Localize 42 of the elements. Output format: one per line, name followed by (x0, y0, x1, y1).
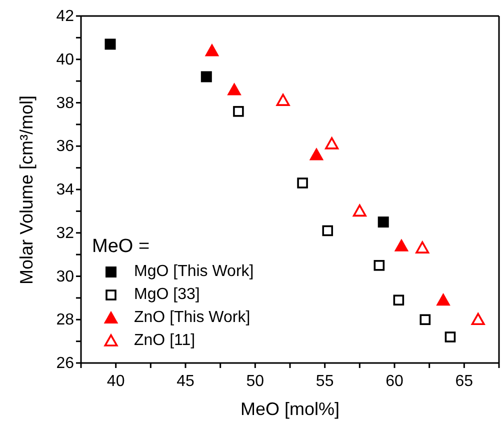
point (200, 71, 212, 82)
point (309, 148, 324, 160)
legend-label: MgO [This Work] (134, 262, 254, 280)
point (352, 204, 366, 217)
point (444, 332, 456, 342)
y-tick-label: 38 (56, 94, 74, 112)
y-tick-label: 40 (56, 51, 74, 68)
point (394, 238, 409, 252)
point (420, 314, 431, 326)
y-tick-label: 34 (56, 182, 74, 198)
x-tick-label: 60 (386, 373, 404, 390)
x-axis-title: MeO [mol%] (240, 399, 340, 419)
y-tick-label: 28 (56, 312, 74, 329)
y-axis-title: Molar Volume [cm³/mol] (16, 95, 36, 284)
legend-label: ZnO [This Work] (134, 308, 250, 326)
point (204, 44, 220, 56)
y-tick-label: 30 (56, 268, 74, 286)
point (471, 312, 485, 326)
x-tick-label: 55 (316, 373, 334, 390)
point (378, 216, 389, 228)
point (374, 260, 385, 271)
legend-title: MeO = (92, 236, 151, 258)
y-tick-label: 36 (56, 138, 74, 156)
point (416, 241, 430, 254)
legend-label: MgO [33] (134, 286, 200, 304)
point (233, 106, 244, 117)
point (227, 82, 242, 96)
point (297, 178, 308, 188)
x-tick-label: 65 (455, 373, 474, 390)
x-tick-label: 45 (176, 373, 194, 390)
point (325, 137, 339, 150)
point (436, 292, 450, 306)
point (276, 94, 290, 106)
y-tick-label: 26 (56, 355, 74, 372)
x-tick-label: 50 (246, 373, 264, 390)
point (322, 225, 334, 236)
point (104, 38, 116, 50)
legend-label: ZnO [11] (134, 332, 196, 350)
y-tick-label: 42 (56, 8, 74, 25)
point (393, 294, 404, 306)
x-tick-label: 40 (106, 373, 125, 390)
y-tick-label: 32 (56, 224, 74, 242)
